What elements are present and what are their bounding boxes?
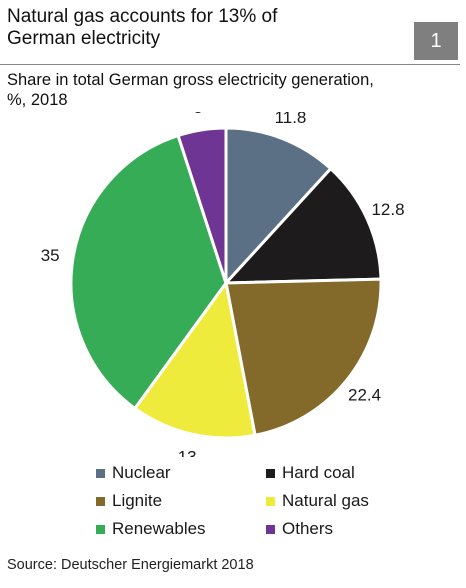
data-label-natural-gas: 13 bbox=[178, 448, 197, 457]
data-label-renewables: 35 bbox=[41, 246, 60, 265]
chart-subtitle-line-2: %, 2018 bbox=[7, 91, 68, 109]
legend-label-hard-coal: Hard coal bbox=[282, 463, 355, 482]
data-label-hard-coal: 12.8 bbox=[371, 200, 404, 219]
source-note: Source: Deutscher Energiemarkt 2018 bbox=[7, 557, 254, 573]
pie-slice-nuclear bbox=[224, 126, 333, 285]
chart-legend: Nuclear Hard coal Lignite Natural gas Renewa… bbox=[96, 462, 416, 540]
chart-title-line-1: Natural gas accounts for 13% of bbox=[7, 6, 278, 27]
figure-number-badge: 1 bbox=[414, 22, 458, 60]
pie-slice-natural-gas bbox=[133, 281, 257, 440]
legend-swatch-lignite bbox=[96, 496, 105, 506]
legend-swatch-renewables bbox=[96, 524, 105, 534]
chart-subtitle-line-1: Share in total German gross electricity … bbox=[7, 71, 374, 89]
pie-slice-lignite bbox=[224, 277, 383, 437]
legend-item-lignite: Lignite bbox=[96, 490, 266, 512]
legend-label-nuclear: Nuclear bbox=[112, 463, 171, 482]
chart-subtitle: Share in total German gross electricity … bbox=[7, 70, 457, 110]
chart-title: Natural gas accounts for 13% of German e… bbox=[7, 6, 407, 50]
pie-chart: 11.8 12.8 22.4 13 35 5 bbox=[41, 112, 405, 457]
legend-item-hard-coal: Hard coal bbox=[266, 462, 416, 484]
pie-slice-hard-coal bbox=[224, 167, 383, 285]
legend-label-renewables: Renewables bbox=[112, 519, 206, 538]
pie-slice-renewables bbox=[69, 134, 228, 410]
legend-item-others: Others bbox=[266, 518, 416, 540]
legend-item-renewables: Renewables bbox=[96, 518, 266, 540]
chart-title-line-2: German electricity bbox=[7, 28, 161, 49]
pie-slice-others bbox=[176, 126, 228, 285]
legend-swatch-hard-coal bbox=[266, 468, 275, 478]
legend-label-others: Others bbox=[282, 519, 334, 538]
legend-item-natural-gas: Natural gas bbox=[266, 490, 416, 512]
data-label-nuclear: 11.8 bbox=[275, 112, 307, 127]
data-label-others: 5 bbox=[193, 112, 202, 117]
legend-swatch-others bbox=[266, 524, 275, 534]
title-divider bbox=[0, 64, 460, 65]
legend-item-nuclear: Nuclear bbox=[96, 462, 266, 484]
legend-label-natural-gas: Natural gas bbox=[282, 491, 369, 510]
legend-label-lignite: Lignite bbox=[112, 491, 163, 510]
legend-swatch-nuclear bbox=[96, 468, 105, 478]
legend-swatch-natural-gas bbox=[266, 496, 275, 506]
data-label-lignite: 22.4 bbox=[348, 386, 381, 405]
